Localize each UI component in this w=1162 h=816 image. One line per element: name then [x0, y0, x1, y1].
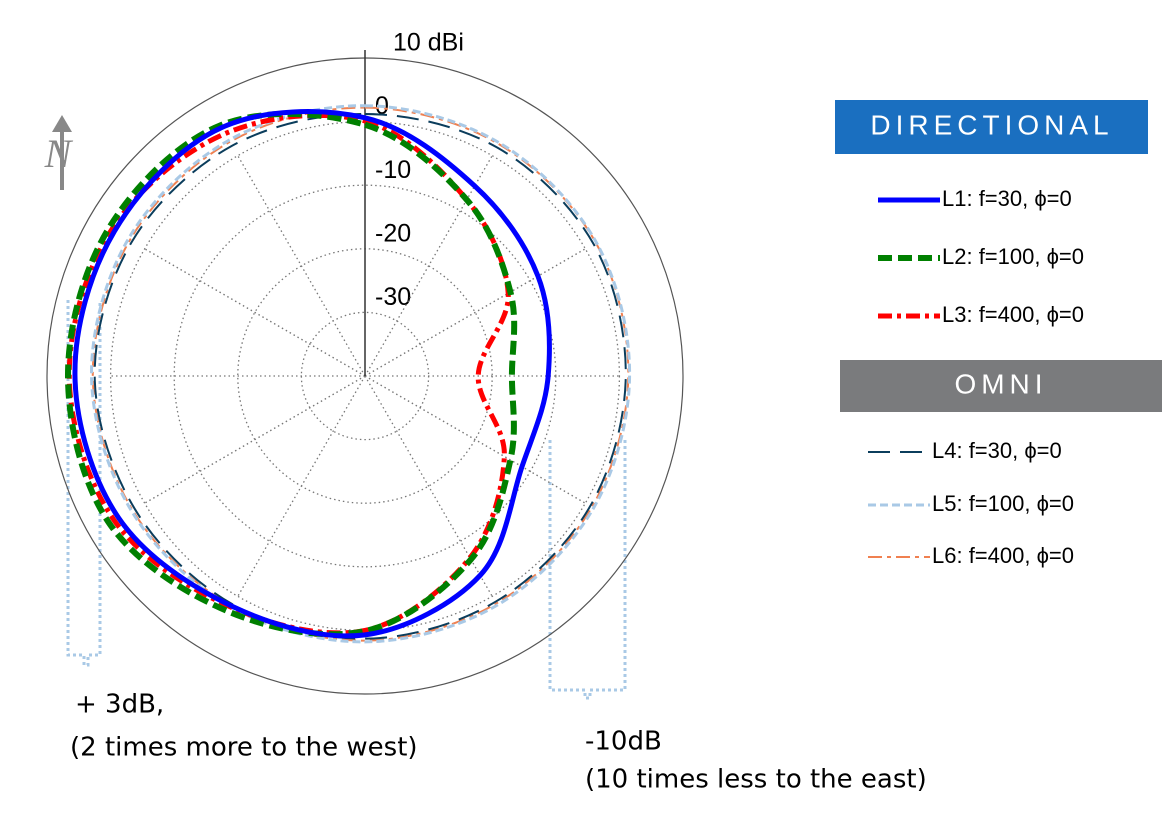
- legend-label: L2: f=100, ϕ=0: [942, 244, 1084, 269]
- grid-spoke: [144, 248, 366, 377]
- legend-label: L4: f=30, ϕ=0: [932, 438, 1062, 463]
- annotation: + 3dB,: [75, 690, 164, 720]
- grid-spoke: [364, 375, 493, 597]
- legend-label: L1: f=30, ϕ=0: [942, 186, 1072, 211]
- series-line: [93, 112, 627, 640]
- grid-spoke: [364, 248, 586, 377]
- east-bracket: [548, 440, 627, 700]
- grid-spoke: [237, 155, 366, 377]
- west-bracket: [66, 300, 102, 667]
- grid-spoke: [144, 375, 366, 504]
- annotation: -10dB: [585, 727, 662, 757]
- r-tick-label: -20: [375, 219, 411, 247]
- r-tick-label: -30: [375, 283, 411, 311]
- series-line: [64, 110, 518, 638]
- grid-ring: [173, 184, 557, 568]
- annotation: (10 times less to the east): [585, 765, 927, 795]
- legend-label: L5: f=100, ϕ=0: [932, 491, 1074, 516]
- series-line: [72, 109, 552, 639]
- north-label: N: [44, 131, 74, 176]
- legend-label: L6: f=400, ϕ=0: [932, 543, 1074, 568]
- grid-spoke: [364, 375, 586, 504]
- north-arrowhead: [52, 115, 72, 132]
- grid-spoke: [237, 375, 366, 597]
- legend-header: DIRECTIONAL: [870, 109, 1113, 140]
- legend-label: L3: f=400, ϕ=0: [942, 302, 1084, 327]
- legend-header-box: [835, 100, 1148, 154]
- r-tick-label: 10 dBi: [393, 29, 464, 57]
- grid-spoke: [364, 155, 493, 377]
- legend-header-box: [840, 360, 1162, 412]
- series-line: [90, 104, 632, 644]
- legend-header: OMNI: [954, 368, 1047, 399]
- r-tick-label: -10: [375, 156, 411, 184]
- annotation: (2 times more to the west): [70, 733, 418, 763]
